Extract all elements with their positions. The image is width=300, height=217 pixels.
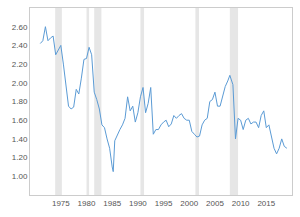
svg-text:2005: 2005 bbox=[206, 199, 224, 208]
svg-text:1.60: 1.60 bbox=[12, 116, 28, 125]
svg-text:2.40: 2.40 bbox=[12, 41, 28, 50]
svg-text:1975: 1975 bbox=[52, 199, 70, 208]
svg-text:1.80: 1.80 bbox=[12, 97, 28, 106]
svg-text:1980: 1980 bbox=[78, 199, 96, 208]
svg-text:2.00: 2.00 bbox=[12, 79, 28, 88]
svg-text:2.60: 2.60 bbox=[12, 23, 28, 32]
svg-text:2010: 2010 bbox=[232, 199, 250, 208]
svg-text:2015: 2015 bbox=[257, 199, 275, 208]
svg-text:1990: 1990 bbox=[129, 199, 147, 208]
svg-text:1995: 1995 bbox=[155, 199, 173, 208]
svg-text:1.40: 1.40 bbox=[12, 135, 28, 144]
svg-text:2.20: 2.20 bbox=[12, 60, 28, 69]
svg-text:1.00: 1.00 bbox=[12, 172, 28, 181]
svg-text:2000: 2000 bbox=[180, 199, 198, 208]
svg-text:1985: 1985 bbox=[103, 199, 121, 208]
svg-text:1.20: 1.20 bbox=[12, 153, 28, 162]
